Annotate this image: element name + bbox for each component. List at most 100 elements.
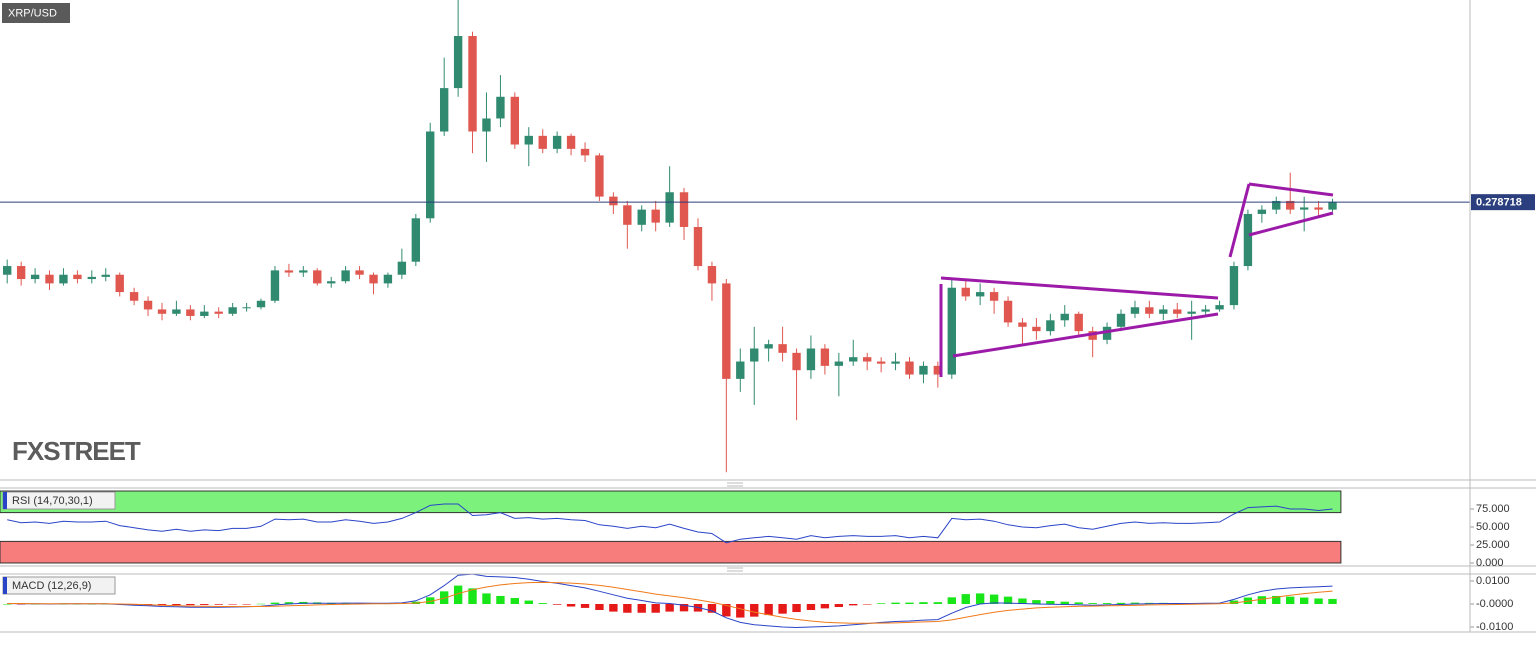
candle-body bbox=[849, 357, 858, 362]
candle-body bbox=[242, 307, 251, 309]
candle-body bbox=[1299, 207, 1309, 210]
candle-body bbox=[313, 270, 322, 284]
histogram-bar bbox=[651, 604, 660, 613]
candle-body bbox=[919, 365, 928, 375]
histogram-bar bbox=[214, 604, 223, 605]
histogram-bar bbox=[1102, 603, 1112, 605]
candle-body bbox=[1272, 200, 1281, 210]
trendline bbox=[1248, 211, 1334, 237]
histogram-bar bbox=[242, 604, 251, 605]
candle-body bbox=[73, 274, 82, 280]
last-price-label: 0.278718 bbox=[1476, 197, 1522, 209]
histogram-bar bbox=[580, 604, 590, 608]
candle-body bbox=[228, 307, 237, 314]
candle-body bbox=[284, 270, 294, 273]
labels: 0.278718 75.000 50.000 25.000 0.000 0.0100 -0.… bbox=[1471, 194, 1535, 633]
symbol-box bbox=[2, 3, 70, 23]
candle-body bbox=[1215, 305, 1224, 310]
candle-body bbox=[115, 274, 124, 293]
histogram-bar bbox=[863, 604, 872, 605]
histogram-bar bbox=[538, 603, 547, 605]
candle-body bbox=[1060, 313, 1069, 321]
candle-body bbox=[947, 287, 956, 375]
histogram-bar bbox=[1257, 596, 1267, 605]
candle-body bbox=[806, 348, 816, 371]
candle-body bbox=[411, 218, 421, 262]
histogram-bar bbox=[284, 602, 294, 605]
histogram-bar bbox=[172, 604, 181, 606]
macd-line bbox=[7, 581, 1333, 624]
candle-body bbox=[383, 274, 393, 284]
histogram-bar bbox=[510, 598, 520, 605]
histogram-bar bbox=[552, 604, 562, 605]
candle-body bbox=[580, 148, 590, 156]
candle-body bbox=[609, 196, 618, 206]
histogram-bar bbox=[722, 604, 731, 617]
y-tick-label: -0.0100 bbox=[1476, 621, 1513, 633]
histogram-bar bbox=[933, 602, 943, 605]
y-tick-label: 50.000 bbox=[1476, 521, 1510, 533]
histogram-bar bbox=[1060, 601, 1069, 605]
candle-body bbox=[1003, 300, 1013, 323]
indicator-color bbox=[3, 492, 7, 509]
histogram-bar bbox=[834, 604, 844, 607]
trendline bbox=[1228, 183, 1251, 258]
y-tick-label: 0.000 bbox=[1476, 557, 1504, 569]
indicator-color bbox=[3, 577, 7, 594]
histogram-bar bbox=[792, 604, 801, 613]
candle-body bbox=[1314, 207, 1323, 210]
histogram-bar bbox=[905, 602, 914, 605]
symbol-title: XRP/USD bbox=[8, 7, 57, 19]
histogram-bar bbox=[1314, 598, 1323, 605]
histogram-bar bbox=[876, 603, 886, 605]
histogram-bar bbox=[736, 604, 745, 618]
grid bbox=[1470, 508, 1474, 628]
candle-body bbox=[129, 292, 139, 301]
candle-body bbox=[341, 270, 350, 282]
candle-body bbox=[637, 209, 646, 225]
histogram-bar bbox=[1272, 595, 1281, 605]
candle-body bbox=[1074, 313, 1083, 332]
histogram-bar bbox=[1299, 597, 1309, 605]
candle-body bbox=[59, 274, 68, 284]
histogram-bar bbox=[524, 600, 533, 605]
histogram-bar bbox=[891, 602, 900, 605]
candle-body bbox=[552, 135, 562, 149]
candle-body bbox=[792, 352, 801, 371]
candle-body bbox=[834, 361, 844, 366]
candle-body bbox=[1257, 209, 1267, 214]
histogram-bar bbox=[919, 602, 928, 605]
histogram-bar bbox=[270, 602, 280, 605]
histogram-bar bbox=[228, 604, 237, 605]
trendline bbox=[940, 276, 1219, 300]
candle-body bbox=[623, 205, 632, 225]
candle-body bbox=[1032, 326, 1041, 332]
histogram-bar bbox=[1130, 602, 1140, 605]
candle-body bbox=[707, 266, 717, 284]
candle-body bbox=[101, 274, 110, 277]
candle-body bbox=[1201, 309, 1210, 312]
histogram-bar bbox=[453, 585, 463, 605]
candle-body bbox=[1046, 320, 1055, 332]
candle-body bbox=[961, 287, 970, 297]
macd-line bbox=[7, 573, 1333, 629]
candle-body bbox=[1243, 213, 1253, 267]
histogram-bar bbox=[1003, 596, 1013, 605]
histogram-bar bbox=[426, 597, 435, 605]
rsi-line bbox=[7, 503, 1333, 544]
candle-body bbox=[172, 309, 181, 314]
candle-body bbox=[524, 135, 533, 145]
histogram-bar bbox=[1088, 603, 1097, 605]
candle-body bbox=[1159, 309, 1168, 314]
candle-body bbox=[595, 155, 604, 197]
candle-body bbox=[426, 131, 435, 219]
candle-body bbox=[665, 192, 674, 223]
candle-body bbox=[143, 300, 153, 310]
candle-body bbox=[891, 361, 900, 364]
candle-body bbox=[30, 274, 40, 280]
y-tick-label: 0.0100 bbox=[1476, 575, 1510, 587]
candle-body bbox=[468, 36, 477, 132]
candle-body bbox=[453, 36, 463, 89]
candle-body bbox=[45, 274, 54, 284]
candle-body bbox=[1088, 331, 1097, 340]
